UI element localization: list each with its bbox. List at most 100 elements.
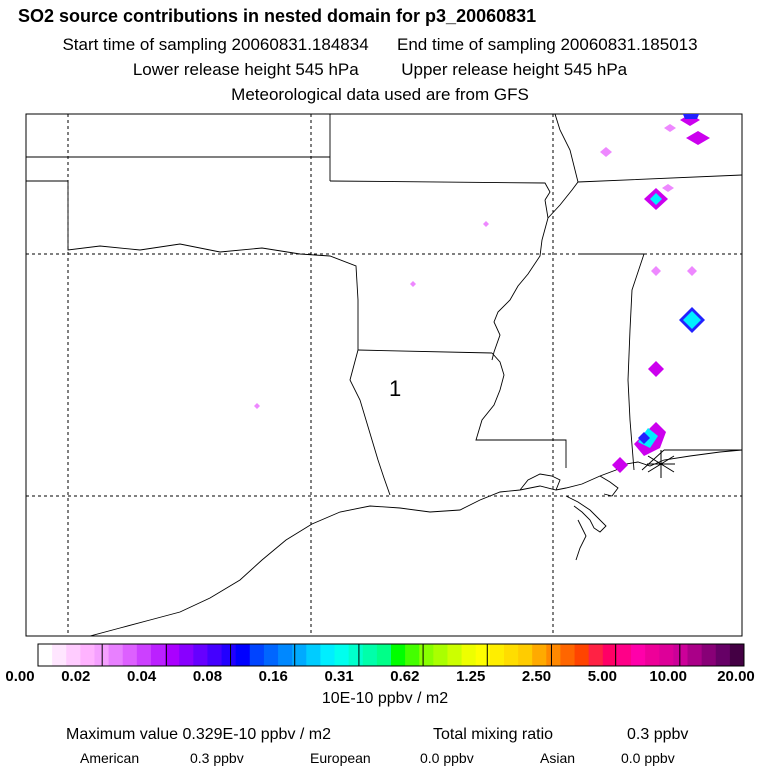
- colorbar-segment: [489, 644, 505, 666]
- plume-spot: [648, 361, 664, 377]
- colorbar-segment: [560, 644, 576, 666]
- colorbar-segment: [433, 644, 448, 666]
- colorbar-segment: [193, 644, 208, 666]
- plume-spot: [410, 281, 416, 287]
- colorbar-segment: [631, 644, 646, 666]
- colorbar-tick-label: 1.25: [456, 668, 486, 685]
- colorbar-segment: [235, 644, 251, 666]
- source-marker: [647, 450, 675, 478]
- asian-label: Asian: [540, 750, 576, 766]
- colorbar-segment: [221, 644, 237, 666]
- plume-spot: [638, 432, 650, 444]
- colorbar-segment: [391, 644, 406, 666]
- american-value: 0.3 ppbv: [190, 750, 244, 766]
- colorbar-tick-label: 0.04: [127, 668, 157, 685]
- colorbar-tick-label: 20.00: [717, 668, 755, 685]
- colorbar-segment: [701, 644, 717, 666]
- colorbar-segment: [179, 644, 194, 666]
- release-height-line: Lower release height 545 hPa Upper relea…: [0, 60, 760, 80]
- colorbar-segment: [122, 644, 138, 666]
- european-value: 0.0 ppbv: [420, 750, 474, 766]
- colorbar-segment: [447, 644, 463, 666]
- colorbar-segment: [729, 644, 745, 666]
- region-label: 1: [389, 376, 402, 401]
- colorbar-segment: [376, 644, 392, 666]
- total-mixing-label: Total mixing ratio: [433, 726, 554, 743]
- colorbar-segment: [673, 644, 689, 666]
- met-data-line: Meteorological data used are from GFS: [231, 85, 529, 104]
- colorbar: [38, 644, 745, 666]
- colorbar-segment: [659, 644, 674, 666]
- colorbar-segment: [52, 644, 67, 666]
- plume-spot: [686, 131, 710, 145]
- colorbar-segment: [165, 644, 180, 666]
- total-mixing-value: 0.3 ppbv: [627, 726, 689, 743]
- plume-spot: [687, 266, 697, 276]
- colorbar-segment: [405, 644, 420, 666]
- upper-release-height: Upper release height 545 hPa: [401, 60, 628, 79]
- colorbar-segment: [249, 644, 265, 666]
- start-time: Start time of sampling 20060831.184834: [62, 35, 369, 54]
- sampling-time-line: Start time of sampling 20060831.184834 E…: [0, 35, 760, 55]
- colorbar-unit: 10E-10 ppbv / m2: [321, 690, 449, 707]
- colorbar-segment: [574, 644, 590, 666]
- end-time: End time of sampling 20060831.185013: [397, 35, 698, 54]
- colorbar-segment: [292, 644, 307, 666]
- european-label: European: [310, 750, 371, 766]
- plume-spot: [683, 311, 701, 329]
- colorbar-segment: [108, 644, 124, 666]
- colorbar-segment: [150, 644, 166, 666]
- colorbar-segment: [518, 644, 533, 666]
- plume-spot: [600, 147, 612, 157]
- colorbar-frame: [37, 643, 745, 667]
- colorbar-tick-label: 0.62: [390, 668, 420, 685]
- colorbar-segment: [602, 644, 618, 666]
- colorbar-tick-label: 0.08: [192, 668, 223, 685]
- colorbar-tick-label: 0.16: [258, 668, 288, 685]
- colorbar-tick-label: 0.31: [324, 668, 354, 685]
- colorbar-tick-label: 5.00: [587, 668, 617, 685]
- plume-spot: [651, 266, 661, 276]
- colorbar-tick-label: 0.00: [5, 668, 35, 685]
- map-frame: [25, 113, 743, 637]
- colorbar-segment: [80, 644, 95, 666]
- colorbar-segment: [645, 644, 660, 666]
- plume-spot: [254, 403, 260, 409]
- colorbar-segment: [419, 644, 434, 666]
- colorbar-segment: [532, 644, 547, 666]
- colorbar-segment: [715, 644, 731, 666]
- plume-spots: [254, 114, 710, 473]
- colorbar-tick-label: 2.50: [521, 668, 552, 685]
- lower-release-height: Lower release height 545 hPa: [132, 60, 359, 79]
- colorbar-segment: [38, 644, 53, 666]
- colorbar-segment: [503, 644, 519, 666]
- colorbar-segment: [207, 644, 223, 666]
- map-title: SO2 source contributions in nested domai…: [18, 6, 537, 26]
- plume-spot: [662, 184, 674, 192]
- asian-value: 0.0 ppbv: [621, 750, 675, 766]
- state-boundaries: [26, 114, 742, 496]
- colorbar-tick-label: 10.00: [649, 668, 687, 685]
- colorbar-segment: [687, 644, 703, 666]
- colorbar-segment: [136, 644, 152, 666]
- plume-spot: [612, 457, 628, 473]
- colorbar-segment: [263, 644, 279, 666]
- colorbar-segment: [588, 644, 604, 666]
- colorbar-segment: [306, 644, 321, 666]
- plume-spot: [664, 124, 676, 132]
- colorbar-segment: [278, 644, 293, 666]
- colorbar-segment: [334, 644, 350, 666]
- colorbar-segment: [475, 644, 491, 666]
- colorbar-segment: [362, 644, 378, 666]
- american-label: American: [80, 750, 140, 766]
- plume-spot: [483, 221, 489, 227]
- coastline: [89, 449, 742, 636]
- colorbar-segment: [348, 644, 364, 666]
- plume-spot: [682, 114, 700, 119]
- colorbar-tick-label: 0.02: [61, 668, 91, 685]
- colorbar-segment: [616, 644, 632, 666]
- colorbar-segment: [461, 644, 477, 666]
- colorbar-segment: [546, 644, 561, 666]
- maximum-value: Maximum value 0.329E-10 ppbv / m2: [66, 726, 332, 743]
